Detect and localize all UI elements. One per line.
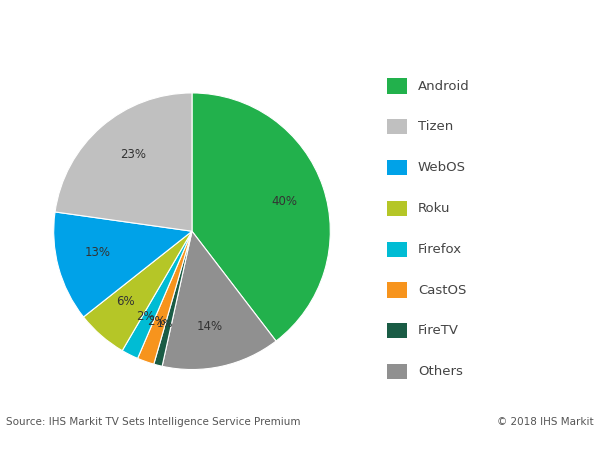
Wedge shape [154, 231, 192, 366]
Text: Source: IHS Markit TV Sets Intelligence Service Premium: Source: IHS Markit TV Sets Intelligence … [6, 417, 301, 427]
Text: Android: Android [418, 79, 470, 92]
Text: FireTV: FireTV [418, 324, 459, 337]
Text: Others: Others [418, 365, 463, 378]
Bar [387, 323, 407, 339]
Wedge shape [122, 231, 192, 358]
Bar [387, 119, 407, 134]
Bar [387, 282, 407, 298]
Text: 40%: 40% [271, 195, 297, 208]
Text: Tizen: Tizen [418, 120, 453, 133]
Bar [387, 242, 407, 257]
Text: 2%: 2% [147, 315, 166, 328]
Text: Roku: Roku [418, 202, 451, 215]
Text: © 2018 IHS Markit: © 2018 IHS Markit [497, 417, 594, 427]
Wedge shape [137, 231, 192, 364]
Text: CastOS: CastOS [418, 283, 466, 296]
Text: 1%: 1% [157, 319, 173, 329]
Text: Firefox: Firefox [418, 243, 462, 256]
Text: 2%: 2% [136, 309, 155, 322]
Text: 23%: 23% [119, 148, 146, 161]
Text: 14%: 14% [197, 320, 223, 333]
Text: WebOS: WebOS [418, 161, 466, 174]
Bar [387, 201, 407, 216]
Wedge shape [54, 212, 192, 317]
Wedge shape [55, 93, 192, 231]
Wedge shape [192, 93, 330, 341]
Wedge shape [162, 231, 276, 370]
Text: 2018 Smart TV Operating System Share: 2018 Smart TV Operating System Share [8, 18, 430, 38]
Text: 6%: 6% [116, 295, 135, 308]
Bar [387, 364, 407, 379]
Wedge shape [83, 231, 192, 351]
Bar [387, 160, 407, 175]
Text: 13%: 13% [85, 246, 110, 259]
Bar [387, 79, 407, 94]
